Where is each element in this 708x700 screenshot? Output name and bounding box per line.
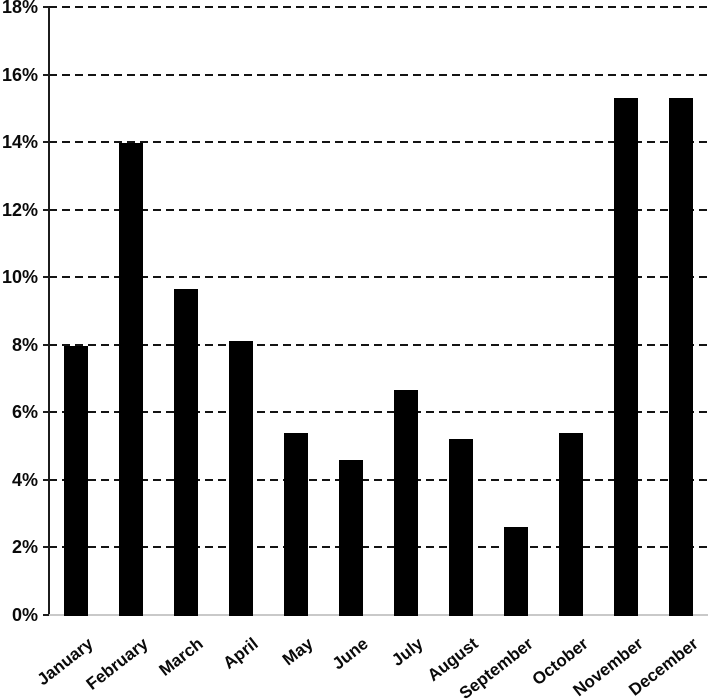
y-axis-label-10%: 10% [1, 267, 38, 288]
bar-april [229, 341, 254, 616]
bar-october [558, 432, 583, 616]
bar-may [284, 432, 309, 616]
y-axis-tick-18% [43, 6, 49, 8]
y-axis-label-6%: 6% [11, 402, 38, 423]
y-axis-label-4%: 4% [11, 469, 38, 490]
bar-march [174, 289, 199, 616]
bar-february [119, 143, 144, 616]
gridline-14% [49, 141, 708, 144]
bar-july [393, 390, 418, 616]
y-axis-label-18%: 18% [1, 0, 38, 17]
gridline-16% [49, 73, 708, 76]
y-axis-tick-14% [43, 141, 49, 144]
y-axis-tick-16% [43, 73, 49, 76]
y-axis-line [48, 7, 50, 615]
x-axis-baseline [49, 614, 708, 616]
gridline-2% [49, 546, 708, 549]
gridline-4% [49, 478, 708, 481]
bar-january [64, 346, 89, 616]
y-axis-tick-12% [43, 208, 49, 211]
y-axis-label-16%: 16% [1, 64, 38, 85]
y-axis-label-12%: 12% [1, 199, 38, 220]
gridline-12% [49, 208, 708, 211]
y-axis-tick-0% [43, 614, 49, 616]
bar-november [613, 98, 638, 616]
gridline-6% [49, 411, 708, 414]
bar-december [668, 98, 693, 616]
gridline-10% [49, 276, 708, 279]
y-axis-label-0%: 0% [11, 605, 38, 625]
y-axis-tick-8% [43, 343, 49, 346]
bar-june [339, 459, 364, 616]
gridline-18% [49, 6, 708, 8]
bar-september [503, 527, 528, 616]
gridline-8% [49, 343, 708, 346]
y-axis-label-8%: 8% [11, 334, 38, 355]
y-axis-label-14%: 14% [1, 132, 38, 153]
y-axis-tick-10% [43, 276, 49, 279]
bar-august [448, 439, 473, 616]
y-axis-tick-2% [43, 546, 49, 549]
y-axis-tick-6% [43, 411, 49, 414]
y-axis-tick-4% [43, 478, 49, 481]
y-axis-label-2%: 2% [11, 537, 38, 558]
